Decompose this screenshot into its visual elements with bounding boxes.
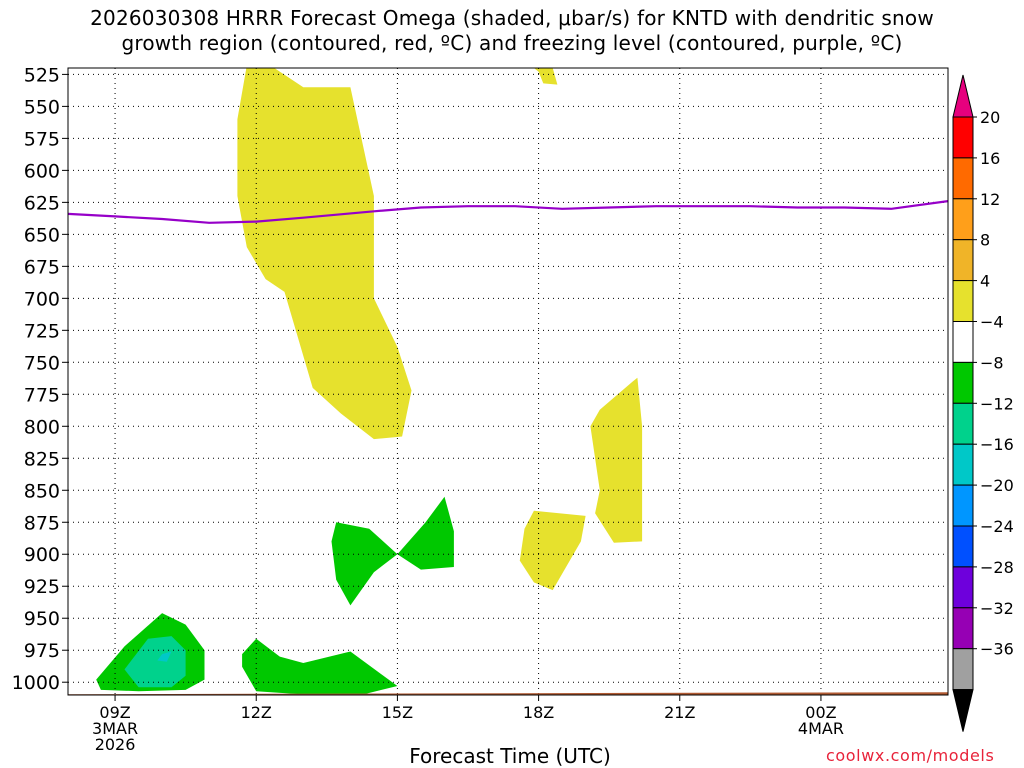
y-tick-label: 850 <box>24 480 60 502</box>
colorbar-swatch <box>952 280 974 323</box>
colorbar-label: −16 <box>980 435 1014 454</box>
colorbar-label: 12 <box>980 190 1000 209</box>
colorbar-swatch <box>952 443 974 486</box>
x-tick-label: 12Z <box>241 703 272 722</box>
colorbar-swatch <box>952 116 974 159</box>
y-tick-label: 550 <box>24 96 60 118</box>
omega-region-4 <box>331 522 398 606</box>
omega-region-5 <box>397 496 454 570</box>
colorbar-swatch <box>952 321 974 363</box>
colorbar-label: −28 <box>980 558 1014 577</box>
colorbar-swatch <box>952 361 974 404</box>
chart-title-line1: 2026030308 HRRR Forecast Omega (shaded, … <box>90 6 934 30</box>
colorbar-label: −4 <box>980 313 1004 332</box>
colorbar-label: −8 <box>980 353 1004 372</box>
y-tick-label: 925 <box>24 576 60 598</box>
y-tick-label: 775 <box>24 384 60 406</box>
omega-region-3 <box>519 510 586 591</box>
freezing-level-line <box>68 200 948 224</box>
colorbar-label: −24 <box>980 517 1014 536</box>
x-axis-label: Forecast Time (UTC) <box>409 744 611 768</box>
colorbar-swatch <box>952 198 974 241</box>
y-tick-label: 625 <box>24 192 60 214</box>
y-tick-label: 725 <box>24 320 60 342</box>
y-tick-label: 800 <box>24 416 60 438</box>
colorbar-swatch <box>952 402 974 445</box>
colorbar-swatch <box>952 484 974 527</box>
site-credit[interactable]: coolwx.com/models <box>826 746 995 765</box>
y-tick-label: 950 <box>24 608 60 630</box>
colorbar-label: 20 <box>980 108 1000 127</box>
x-tick-label: 21Z <box>664 703 695 722</box>
colorbar-label: −20 <box>980 476 1014 495</box>
omega-region-0 <box>237 68 412 440</box>
y-tick-label: 650 <box>24 224 60 246</box>
y-tick-label: 825 <box>24 448 60 470</box>
x-tick-label: 15Z <box>382 703 413 722</box>
colorbar-label: −36 <box>980 640 1014 659</box>
omega-region-8 <box>124 636 186 688</box>
omega-region-1 <box>533 68 558 85</box>
colorbar-swatch <box>952 525 974 568</box>
x-tick-label: 4MAR <box>798 719 844 738</box>
terrain-surface <box>68 692 948 695</box>
colorbar-swatch <box>952 566 974 609</box>
colorbar-label: 16 <box>980 149 1000 168</box>
chart-title-line2: growth region (contoured, red, ºC) and f… <box>121 31 903 55</box>
y-tick-label: 675 <box>24 256 60 278</box>
colorbar-swatch <box>952 607 974 650</box>
plot-frame <box>67 67 949 696</box>
omega-region-2 <box>590 377 643 543</box>
x-tick-label: 00Z <box>805 703 836 722</box>
colorbar-label: 8 <box>980 231 990 250</box>
x-tick-label: 3MAR <box>92 719 138 738</box>
colorbar-swatch <box>952 239 974 282</box>
y-tick-label: 975 <box>24 640 60 662</box>
colorbar-label: 4 <box>980 272 990 291</box>
y-tick-label: 750 <box>24 352 60 374</box>
omega-region-6 <box>242 638 398 695</box>
y-tick-label: 525 <box>24 64 60 86</box>
colorbar-bottom-arrow <box>952 689 974 732</box>
omega-region-9 <box>157 651 172 662</box>
chart-title: 2026030308 HRRR Forecast Omega (shaded, … <box>0 6 1024 56</box>
x-tick-label: 18Z <box>523 703 554 722</box>
colorbar-swatch <box>952 157 974 200</box>
colorbar-top-arrow <box>952 74 974 118</box>
y-tick-label: 600 <box>24 160 60 182</box>
colorbar-label: −32 <box>980 599 1014 618</box>
y-tick-label: 575 <box>24 128 60 150</box>
y-tick-label: 1000 <box>12 672 60 694</box>
y-tick-label: 700 <box>24 288 60 310</box>
x-tick-label: 09Z <box>99 703 130 722</box>
y-tick-label: 875 <box>24 512 60 534</box>
colorbar-label: −12 <box>980 394 1014 413</box>
y-tick-label: 900 <box>24 544 60 566</box>
colorbar-swatch <box>952 648 974 691</box>
x-tick-label: 2026 <box>95 735 136 754</box>
